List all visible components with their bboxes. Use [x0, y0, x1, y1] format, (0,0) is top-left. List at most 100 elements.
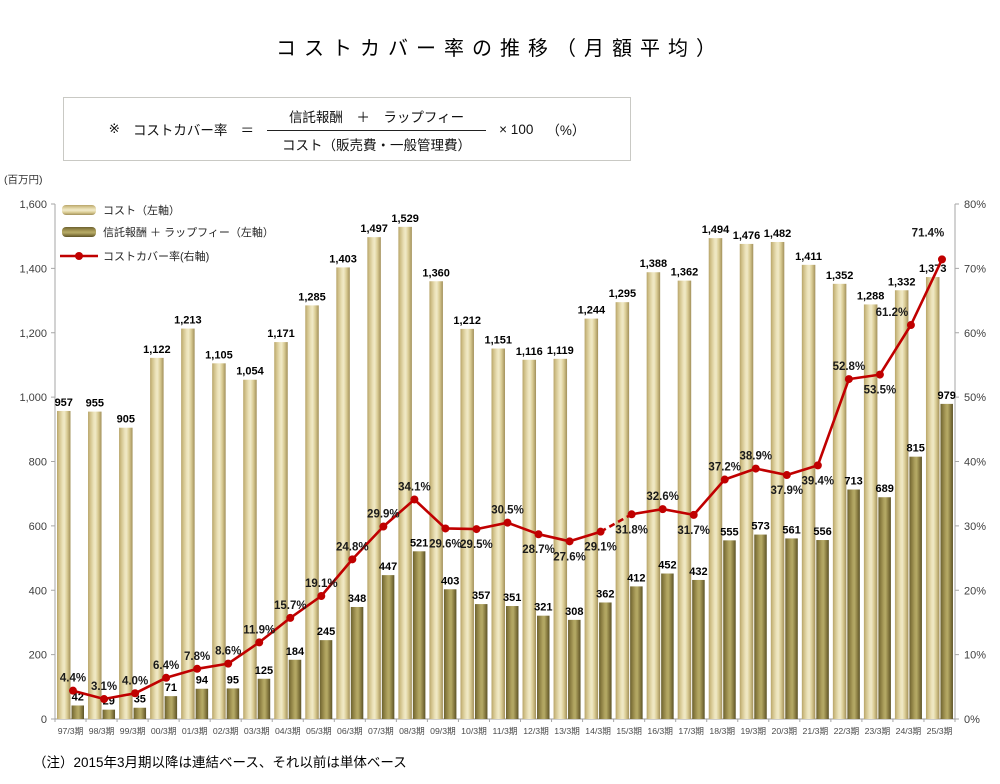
fee-bar: [71, 705, 84, 719]
fee-bar-label: 815: [907, 443, 925, 455]
x-axis-tick-label: 04/3期: [275, 726, 301, 736]
rate-point: [131, 689, 140, 698]
rate-point-label: 24.8%: [336, 541, 369, 553]
cost-bar: [119, 427, 133, 719]
x-axis-tick-label: 02/3期: [213, 726, 239, 736]
rate-point-label: 4.0%: [122, 675, 148, 687]
cost-bar-label: 1,411: [795, 251, 822, 263]
fee-bar-label: 432: [689, 566, 707, 578]
cost-bar: [925, 277, 940, 719]
cost-bar-label: 955: [86, 398, 104, 410]
cost-bar-label: 1,116: [516, 346, 543, 358]
x-axis-tick-label: 16/3期: [647, 726, 673, 736]
x-axis-tick-label: 21/3期: [803, 726, 829, 736]
cost-bar-label: 1,054: [236, 366, 264, 378]
cost-bar: [367, 237, 381, 719]
fee-bar: [692, 579, 705, 719]
cost-bar: [88, 411, 102, 719]
cost-bar-label: 905: [117, 414, 135, 426]
rate-line-solid-1: [72, 498, 601, 701]
cost-bar: [57, 410, 71, 719]
rate-point-label: 71.4%: [912, 227, 945, 239]
rate-point-label: 31.8%: [615, 524, 648, 536]
right-axis-tick-label: 80%: [964, 199, 986, 211]
fee-bar-label: 71: [165, 682, 177, 694]
fee-bar: [909, 456, 922, 719]
fee-bar-label: 713: [844, 476, 862, 488]
bars: [57, 226, 953, 719]
x-axis-tick-label: 97/3期: [58, 726, 84, 736]
rate-point-label: 37.2%: [708, 462, 741, 474]
fee-bar: [816, 540, 829, 719]
fee-bar-label: 561: [782, 524, 800, 536]
left-axis-tick-label: 1,400: [19, 263, 47, 275]
rate-point: [472, 525, 481, 534]
rate-point: [100, 695, 109, 704]
rate-line-dashed: [599, 513, 633, 533]
fee-bar: [878, 497, 891, 719]
x-axis-tick-label: 98/3期: [89, 726, 115, 736]
formula-numerator: 信託報酬 ＋ ラップフィー: [266, 105, 487, 131]
rate-point-label: 11.9%: [243, 624, 275, 636]
fee-bar: [599, 602, 612, 719]
fee-bar: [102, 709, 116, 719]
rate-point: [348, 555, 357, 564]
x-axis-tick-label: 23/3期: [865, 726, 891, 736]
legend-rate-marker: [75, 252, 83, 260]
left-axis-tick-label: 200: [29, 650, 47, 662]
fee-bar: [412, 551, 426, 719]
left-axis-tick-label: 800: [29, 457, 47, 469]
x-axis-tick-label: 03/3期: [244, 726, 270, 736]
rate-point: [410, 495, 419, 504]
right-axis-tick-label: 60%: [964, 328, 986, 340]
rate-point: [720, 475, 729, 484]
fee-bar: [474, 604, 488, 719]
cost-bar-label: 1,529: [391, 213, 419, 225]
legend: コスト（左軸） 信託報酬 ＋ ラップフィー（左軸） コストカバー率(右軸): [60, 203, 274, 263]
rate-point: [69, 686, 78, 695]
cost-cover-rate-combo-chart: 0 200 400 600 800 1,000 1,200 1,400 1,600 0% 10% 20…: [19, 199, 986, 736]
fee-bar-label: 321: [534, 602, 552, 614]
right-axis-tick-label: 40%: [964, 457, 986, 469]
cost-bar-label: 1,352: [826, 270, 854, 282]
rate-point: [441, 524, 450, 533]
left-axis-tick-label: 1,200: [19, 328, 47, 340]
fee-bar: [661, 573, 674, 719]
legend-label: コスト（左軸）: [103, 203, 180, 217]
rate-point-label: 29.6%: [429, 538, 462, 550]
cost-bar: [584, 318, 599, 719]
fee-bar-label: 555: [720, 526, 738, 538]
rate-point-label: 8.6%: [215, 646, 241, 658]
fee-bar-label: 447: [379, 561, 397, 573]
cost-bar-label: 1,295: [609, 288, 637, 300]
rate-point-label: 4.4%: [60, 673, 86, 685]
formula-note-mark: ※: [108, 121, 120, 136]
fee-bar-label: 348: [348, 593, 366, 605]
fee-bar-label: 979: [938, 390, 956, 402]
fee-bar: [723, 540, 736, 719]
fee-bar: [754, 534, 767, 719]
x-axis-tick-label: 01/3期: [182, 726, 208, 736]
fee-bar: [568, 619, 581, 719]
rate-line-group: [69, 255, 946, 704]
rate-point-label: 34.1%: [398, 481, 431, 493]
rate-point: [193, 664, 202, 673]
fee-bar-label: 42: [72, 691, 84, 703]
rate-point-label: 29.5%: [460, 539, 493, 551]
rate-point-label: 27.6%: [553, 551, 586, 563]
rate-point-label: 30.5%: [491, 505, 524, 517]
right-axis-tick-label: 10%: [964, 650, 986, 662]
x-axis-tick-label: 07/3期: [368, 726, 394, 736]
cost-bar-label: 1,171: [267, 328, 295, 340]
cost-bar: [460, 328, 474, 719]
cost-bar-label: 1,288: [857, 290, 885, 302]
rate-point-label: 32.6%: [646, 491, 679, 503]
cost-bar: [212, 363, 226, 719]
x-axis-tick-label: 06/3期: [337, 726, 363, 736]
cost-bar-label: 1,122: [143, 344, 171, 356]
cost-bar: [770, 241, 785, 719]
formula-equals: ＝: [240, 123, 254, 138]
cost-bar: [274, 342, 288, 719]
rate-point: [503, 518, 512, 527]
cost-bar: [708, 238, 723, 719]
